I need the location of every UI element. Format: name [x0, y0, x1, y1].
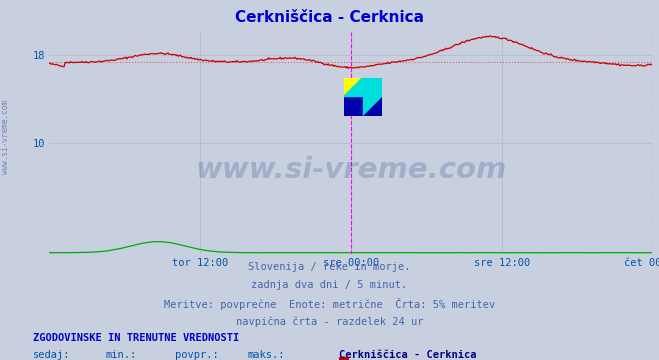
- Bar: [344, 96, 362, 116]
- Text: povpr.:: povpr.:: [175, 350, 218, 360]
- Text: maks.:: maks.:: [247, 350, 285, 360]
- Polygon shape: [362, 96, 382, 116]
- Text: ZGODOVINSKE IN TRENUTNE VREDNOSTI: ZGODOVINSKE IN TRENUTNE VREDNOSTI: [33, 333, 239, 343]
- Text: navpična črta - razdelek 24 ur: navpična črta - razdelek 24 ur: [236, 316, 423, 327]
- Text: Cerkniščica - Cerknica: Cerkniščica - Cerknica: [235, 10, 424, 25]
- Text: Cerkniščica - Cerknica: Cerkniščica - Cerknica: [339, 350, 477, 360]
- Text: Slovenija / reke in morje.: Slovenija / reke in morje.: [248, 262, 411, 272]
- Bar: [362, 96, 382, 116]
- Text: www.si-vreme.com: www.si-vreme.com: [195, 156, 507, 184]
- Polygon shape: [344, 78, 362, 96]
- Bar: [362, 78, 382, 96]
- Text: zadnja dva dni / 5 minut.: zadnja dva dni / 5 minut.: [251, 280, 408, 290]
- Text: min.:: min.:: [105, 350, 136, 360]
- Text: www.si-vreme.com: www.si-vreme.com: [1, 100, 10, 174]
- Text: sedaj:: sedaj:: [33, 350, 71, 360]
- Bar: [344, 78, 362, 96]
- Text: Meritve: povprečne  Enote: metrične  Črta: 5% meritev: Meritve: povprečne Enote: metrične Črta:…: [164, 298, 495, 310]
